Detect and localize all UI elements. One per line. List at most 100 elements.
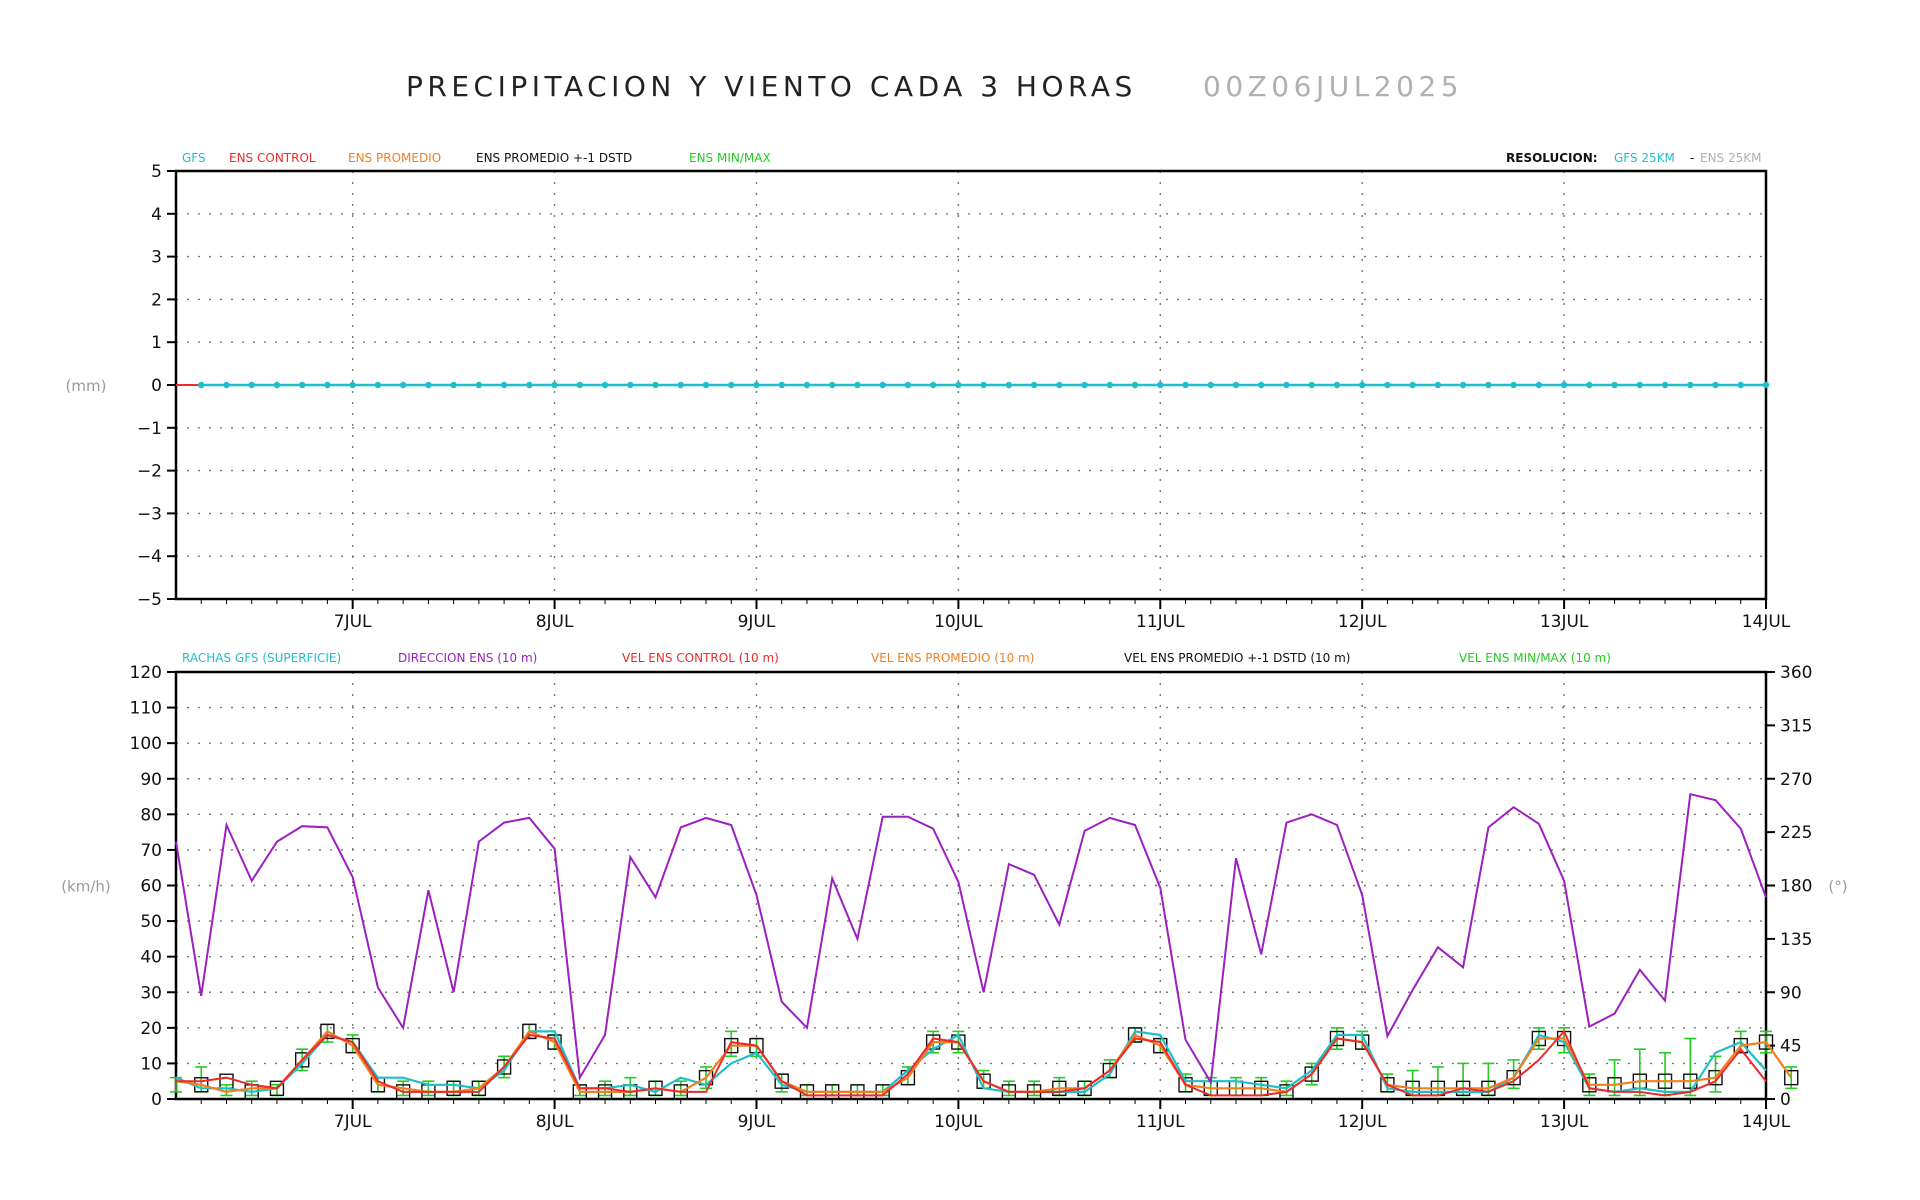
x-tick-label: 9JUL xyxy=(738,1112,776,1132)
x-tick-label: 7JUL xyxy=(334,612,372,632)
resolution-ens: ENS 25KM xyxy=(1700,151,1761,165)
dstd-box xyxy=(1127,1027,1143,1043)
y-tick-label: 2 xyxy=(151,290,162,310)
gfs-point xyxy=(1762,381,1770,389)
y-right-tick-label: 225 xyxy=(1780,823,1812,843)
x-tick-label: 14JUL xyxy=(1742,612,1791,632)
gfs-point xyxy=(425,381,432,389)
x-tick-label: 8JUL xyxy=(536,612,574,632)
gfs-point xyxy=(1636,381,1644,389)
gfs-point xyxy=(1535,381,1543,389)
legend-item: ENS MIN/MAX xyxy=(689,151,771,165)
legend-item: VEL ENS CONTROL (10 m) xyxy=(622,651,779,665)
resolution-sep: - xyxy=(1690,151,1694,165)
gfs-point xyxy=(551,381,558,389)
legend-item: VEL ENS PROMEDIO (10 m) xyxy=(871,651,1034,665)
gfs-point xyxy=(1409,381,1416,389)
legend-item: VEL ENS PROMEDIO +-1 DSTD (10 m) xyxy=(1124,651,1351,665)
dstd-box xyxy=(774,1073,789,1089)
y-tick-label: 110 xyxy=(130,699,162,719)
gfs-point xyxy=(627,381,634,389)
x-tick-label: 7JUL xyxy=(334,1112,372,1132)
gfs-point xyxy=(1232,381,1240,389)
gfs-point xyxy=(854,381,861,389)
precip-panel: 5 4 3 2 1 0 −1 −2 −3 −4 −5 7JUL 8JUL 9JUL 10JUL 11JUL 12… xyxy=(66,162,1791,632)
y-tick-label: −4 xyxy=(137,547,162,567)
resolution-label: RESOLUCION: xyxy=(1506,151,1598,165)
x-tick-label: 12JUL xyxy=(1338,1112,1387,1132)
y-axis-label: (mm) xyxy=(66,377,107,395)
chart-title-run: 00Z06JUL2025 xyxy=(1203,70,1463,103)
gfs-point xyxy=(702,381,710,389)
y-tick-label: 70 xyxy=(140,841,162,861)
y-tick-label: −1 xyxy=(137,419,162,439)
gfs-point xyxy=(500,381,508,389)
gfs-point xyxy=(601,381,609,389)
gfs-point xyxy=(1283,381,1290,389)
gfs-point xyxy=(248,381,255,389)
gfs-point xyxy=(1510,381,1517,389)
y-tick-label: 1 xyxy=(151,333,162,353)
gfs-point xyxy=(1560,381,1568,389)
y-right-tick-label: 90 xyxy=(1780,983,1802,1003)
gfs-point xyxy=(1308,381,1315,389)
x-tick-label: 11JUL xyxy=(1136,612,1185,632)
gfs-point xyxy=(828,381,836,389)
gfs-point xyxy=(273,381,281,389)
dstd-box xyxy=(1784,1069,1799,1086)
gfs-point xyxy=(1258,381,1265,389)
legend-item: DIRECCION ENS (10 m) xyxy=(398,651,537,665)
y-right-tick-label: 45 xyxy=(1780,1037,1802,1057)
y-tick-label: 4 xyxy=(151,205,162,225)
gfs-point xyxy=(1081,381,1088,389)
gfs-point xyxy=(576,381,584,389)
gfs-point xyxy=(879,381,886,389)
resolution-gfs: GFS 25KM xyxy=(1614,151,1675,165)
gfs-point xyxy=(1737,381,1744,389)
gfs-point xyxy=(1611,381,1618,389)
legend-item: GFS xyxy=(182,151,206,165)
y-right-tick-label: 315 xyxy=(1780,716,1812,736)
gfs-point xyxy=(803,381,811,389)
plot-frame xyxy=(174,670,1768,1101)
x-tick-label: 14JUL xyxy=(1742,1112,1791,1132)
legend-item: ENS CONTROL xyxy=(229,151,316,165)
y-right-tick-label: 135 xyxy=(1780,930,1812,950)
dstd-box xyxy=(496,1059,512,1075)
y-tick-label: 20 xyxy=(140,1019,162,1039)
y-tick-label: −3 xyxy=(137,504,162,524)
dstd-box xyxy=(547,1034,562,1050)
gfs-point xyxy=(1056,381,1063,389)
dstd-box xyxy=(446,1080,461,1097)
x-tick-label: 8JUL xyxy=(536,1112,574,1132)
gfs-point xyxy=(298,381,306,389)
dstd-box xyxy=(294,1052,310,1068)
gfs-point xyxy=(677,381,684,389)
gfs-point xyxy=(753,381,760,389)
gfs-point xyxy=(728,381,735,389)
dstd-box xyxy=(345,1037,360,1054)
legend-item: ENS PROMEDIO +-1 DSTD xyxy=(476,151,632,165)
gfs-point xyxy=(778,381,785,389)
x-tick-label: 9JUL xyxy=(738,612,776,632)
dstd-box xyxy=(320,1023,335,1040)
y-tick-label: −2 xyxy=(137,462,162,482)
legend-item: ENS PROMEDIO xyxy=(348,151,441,165)
gfs-point xyxy=(1687,381,1694,389)
y-tick-label: 120 xyxy=(130,663,162,683)
x-tick-label: 13JUL xyxy=(1540,612,1589,632)
gfs-point xyxy=(526,381,533,389)
wind-legend: RACHAS GFS (SUPERFICIE) DIRECCION ENS (10… xyxy=(182,651,1611,665)
y-tick-label: 80 xyxy=(140,805,162,825)
y-tick-label: 0 xyxy=(151,376,162,396)
gfs-point xyxy=(1358,381,1366,389)
gfs-point xyxy=(324,381,331,389)
y-tick-label: 10 xyxy=(140,1054,162,1074)
gfs-point xyxy=(1207,381,1214,389)
chart-title-main: PRECIPITACION Y VIENTO CADA 3 HORAS xyxy=(406,70,1137,103)
gfs-point xyxy=(475,381,483,389)
gfs-point xyxy=(904,381,912,389)
y-tick-label: 40 xyxy=(140,948,162,968)
direction-line xyxy=(175,792,1767,1086)
